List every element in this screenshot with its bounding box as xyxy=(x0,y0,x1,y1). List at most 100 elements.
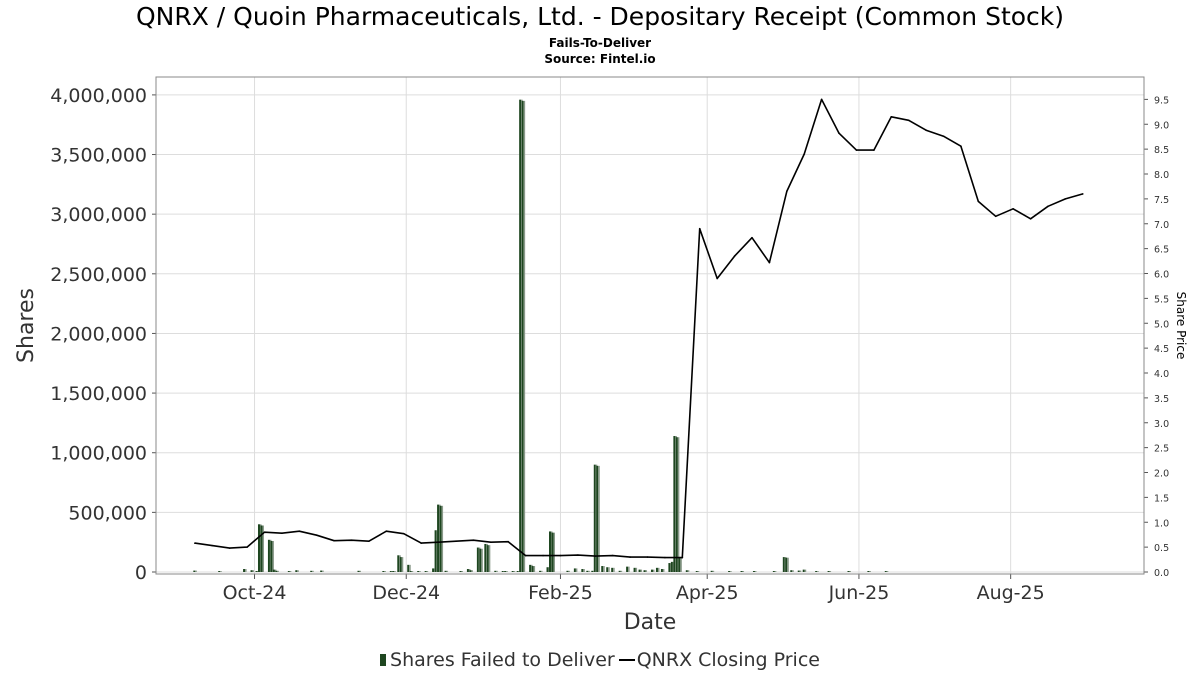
price-point xyxy=(664,556,666,559)
y-tick-label: 1,500,000 xyxy=(50,383,147,405)
price-line xyxy=(194,98,1084,559)
y2-tick-label: 4.5 xyxy=(1154,344,1169,355)
fail-bar-shade xyxy=(359,570,361,572)
fail-bar xyxy=(397,555,400,572)
fail-bar xyxy=(287,571,290,572)
fail-bar xyxy=(606,567,609,572)
fail-bar-shade xyxy=(195,570,197,572)
price-point xyxy=(1081,193,1084,195)
y2-tick-label: 3.0 xyxy=(1154,419,1169,430)
fail-bar xyxy=(670,561,673,572)
fail-bar xyxy=(439,505,442,572)
fail-bar xyxy=(320,570,323,572)
fail-bar xyxy=(531,566,534,572)
price-point xyxy=(420,542,422,544)
fail-bar xyxy=(407,564,410,572)
price-point xyxy=(472,539,475,541)
y2-tick-label: 5.5 xyxy=(1154,294,1169,305)
x-tick-label: Dec-24 xyxy=(372,582,440,604)
fail-bar-shade xyxy=(322,570,324,572)
fail-bar-shade xyxy=(297,570,299,572)
fail-bar xyxy=(728,571,731,572)
fail-bar xyxy=(466,569,469,572)
fail-bar xyxy=(476,547,479,572)
fail-bar-shade xyxy=(583,569,585,572)
y-tick-label: 2,500,000 xyxy=(50,264,147,286)
fail-bar xyxy=(409,571,412,572)
y2-tick-label: 2.5 xyxy=(1154,444,1169,455)
fail-bar-shade xyxy=(533,566,536,572)
y2-axis-label: Share Price xyxy=(1174,292,1188,360)
fail-bar xyxy=(267,539,270,572)
price-point xyxy=(960,145,962,147)
fail-bar xyxy=(255,571,258,572)
legend-line-label: QNRX Closing Price xyxy=(636,648,820,671)
fail-bar-shade xyxy=(754,571,757,572)
fail-bar xyxy=(710,570,713,572)
price-point xyxy=(907,119,910,122)
y-tick-label: 3,500,000 xyxy=(50,145,147,167)
fail-bar-shade xyxy=(481,548,483,572)
fail-bar xyxy=(243,569,246,572)
fail-bar xyxy=(655,567,658,572)
y2-tick-label: 8.5 xyxy=(1154,145,1169,156)
y2-tick-label: 7.5 xyxy=(1154,195,1169,206)
fail-bar-shade xyxy=(869,571,871,572)
price-point xyxy=(490,541,492,543)
legend-line-swatch xyxy=(618,658,635,661)
fail-bar xyxy=(802,569,805,572)
fail-bar xyxy=(586,570,589,572)
legend: Shares Failed to Deliver QNRX Closing Pri… xyxy=(0,648,1200,671)
fail-bar xyxy=(546,567,549,572)
y-tick-label: 500,000 xyxy=(68,502,147,524)
fail-bar-shade xyxy=(588,570,590,572)
fail-bar xyxy=(618,570,621,572)
price-point xyxy=(977,200,980,203)
price-point xyxy=(698,227,701,230)
y2-tick-label: 6.5 xyxy=(1154,245,1169,256)
price-point xyxy=(577,554,579,556)
fail-bar-shade xyxy=(787,557,789,572)
y-axis-label: Shares xyxy=(14,288,39,363)
grid-layer xyxy=(156,77,1144,574)
fail-bar xyxy=(601,566,604,572)
fail-bar-shade xyxy=(628,566,630,572)
fail-bar xyxy=(494,570,497,572)
fail-bar-shade xyxy=(471,570,473,572)
price-point xyxy=(786,190,788,193)
fail-bar-shade xyxy=(506,571,508,572)
fail-bar-shade xyxy=(277,570,279,572)
fail-bar xyxy=(593,464,596,572)
fail-bar xyxy=(424,571,427,572)
fail-bar xyxy=(193,570,196,572)
price-point xyxy=(803,153,806,155)
x-tick-label: Feb-25 xyxy=(528,582,593,604)
fail-bar-shade xyxy=(792,570,794,572)
price-point xyxy=(925,129,927,132)
price-point xyxy=(542,554,544,557)
price-point xyxy=(994,215,997,218)
fail-bar xyxy=(566,570,569,572)
x-tick-label: Apr-25 xyxy=(676,582,739,604)
fail-bar xyxy=(626,566,629,572)
fail-bar-shade xyxy=(513,571,516,572)
y2-tick-label: 8.0 xyxy=(1154,170,1169,181)
bars-layer xyxy=(193,99,889,573)
price-point xyxy=(315,534,318,536)
fail-bar xyxy=(650,569,653,572)
fail-bar xyxy=(827,571,830,572)
y2-tick-label: 4.0 xyxy=(1154,369,1169,380)
fail-bar xyxy=(516,571,519,572)
fail-bar xyxy=(668,563,671,572)
fail-bar xyxy=(257,524,260,572)
price-point xyxy=(838,132,840,135)
fail-bar xyxy=(675,437,678,572)
fail-bar xyxy=(389,571,392,572)
price-point xyxy=(594,555,597,557)
fail-bar-shade xyxy=(289,571,292,572)
price-point xyxy=(402,532,405,535)
legend-bar-swatch xyxy=(380,653,387,666)
fail-bar xyxy=(797,570,800,572)
y2-tick-label: 6.0 xyxy=(1154,270,1169,281)
